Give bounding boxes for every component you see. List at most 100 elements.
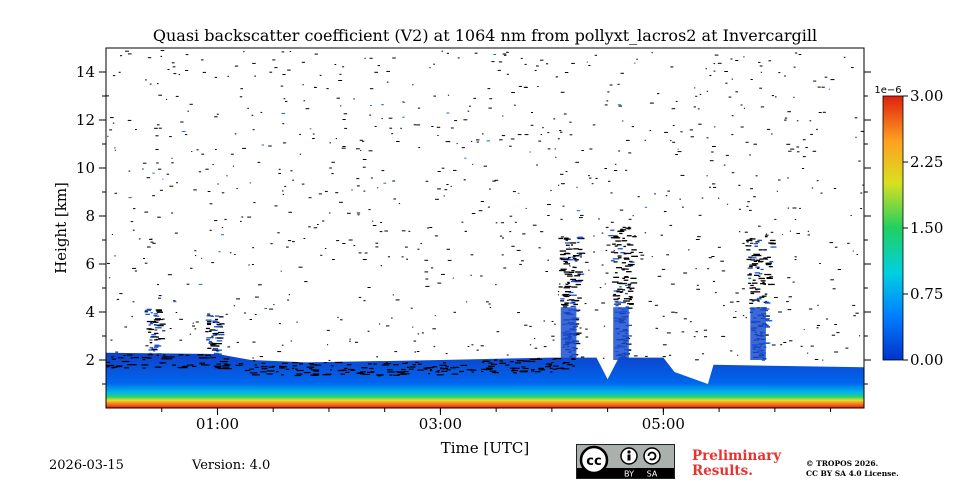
noise-speckle [506,73,509,75]
cc-badge-strip [577,468,674,478]
noise-speckle [252,129,255,131]
plume-speckle [748,277,752,280]
noise-speckle [850,215,852,216]
noise-speckle [524,86,528,88]
colorbar-tick-label: 3.00 [910,87,943,105]
bl-speckle-mark [561,368,570,370]
noise-speckle [843,56,846,58]
noise-speckle [363,190,366,192]
noise-speckle [626,243,631,245]
noise-speckle [714,54,719,56]
noise-speckle [793,96,795,98]
plume-speckle [753,264,757,266]
noise-speckle [463,179,466,181]
noise-speckle [214,116,218,118]
noise-speckle [152,172,155,174]
noise-speckle [547,259,549,261]
noise-speckle [810,133,813,135]
noise-speckle [784,117,788,119]
noise-speckle [547,215,550,216]
noise-speckle [205,168,209,170]
noise-speckle [778,179,781,181]
noise-speckle [386,81,389,83]
noise-speckle [558,184,560,186]
noise-speckle [601,232,604,234]
noise-speckle [441,167,445,169]
noise-speckle [437,135,439,136]
bl-speckle-mark [111,366,118,368]
noise-speckle [737,354,739,356]
noise-speckle [198,283,203,285]
noise-speckle [434,235,438,237]
noise-speckle [524,63,527,65]
noise-speckle [433,95,436,97]
noise-speckle [693,336,696,338]
bl-speckle-mark [224,368,232,370]
noise-speckle [169,185,174,187]
noise-speckle [450,127,454,129]
bl-speckle-mark [106,361,111,363]
noise-speckle [470,274,472,276]
plume-speckle [144,311,148,313]
noise-speckle [115,351,119,353]
noise-speckle [209,229,212,231]
noise-speckle [547,204,551,205]
noise-speckle [216,113,219,115]
noise-speckle [251,114,254,116]
plume-speckle [570,278,577,281]
noise-speckle [681,331,685,333]
noise-speckle [581,150,584,151]
noise-speckle [195,255,197,257]
noise-speckle [723,305,725,307]
noise-speckle [602,357,605,359]
noise-speckle [157,216,161,218]
noise-speckle [575,161,579,163]
plume-speckle [626,287,631,289]
bl-speckle-mark [347,364,352,366]
plume-speckle [574,299,580,302]
noise-speckle [493,54,497,55]
noise-speckle [470,140,473,142]
bl-speckle-mark [315,364,322,366]
noise-speckle [436,126,441,128]
noise-speckle [412,326,414,328]
noise-speckle [150,241,154,243]
noise-speckle [747,201,750,203]
bl-speckle-mark [330,369,333,371]
noise-speckle [388,117,393,119]
noise-speckle [802,139,806,141]
bl-speckle-mark [432,366,438,368]
noise-speckle [272,59,276,61]
noise-speckle [112,122,115,124]
noise-speckle [476,141,479,143]
noise-speckle [109,117,114,119]
plume-speckle [562,258,569,261]
bl-speckle-mark [123,354,126,357]
plume-speckle [760,283,766,285]
noise-speckle [467,110,470,112]
plume-speckle [217,331,225,334]
noise-speckle [787,207,790,209]
bl-speckle-mark [366,371,375,373]
noise-speckle [185,70,189,71]
plume-speckle [765,263,772,266]
plume-speckle [749,287,754,289]
bl-speckle-mark [335,361,343,364]
noise-speckle [450,185,452,187]
plume-speckle [216,340,223,342]
noise-speckle [741,288,745,290]
noise-speckle [473,97,477,99]
noise-speckle [252,357,254,359]
bl-speckle-mark [556,367,562,369]
noise-speckle [588,269,590,271]
noise-speckle [713,63,716,65]
noise-speckle [180,121,184,123]
noise-speckle [142,168,144,170]
plume-speckle [625,227,632,229]
noise-speckle [269,308,274,310]
noise-speckle [787,309,792,311]
plume-speckle [212,342,217,345]
noise-speckle [709,75,712,76]
plume-speckle [759,273,763,275]
bl-speckle-mark [249,368,254,370]
